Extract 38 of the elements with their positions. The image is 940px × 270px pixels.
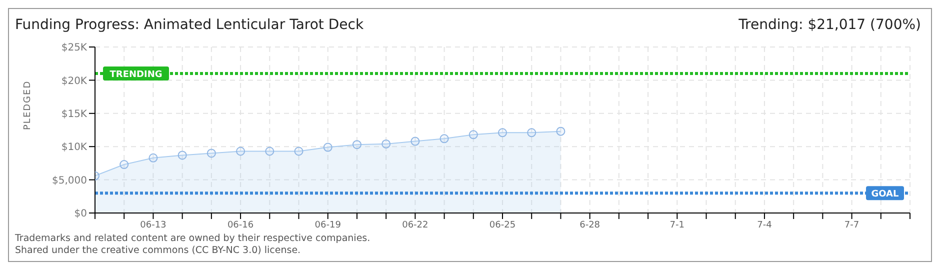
x-tick-label: 7-4 bbox=[757, 220, 772, 230]
x-tick-label: 7-7 bbox=[844, 220, 860, 230]
point bbox=[148, 153, 158, 162]
x-tick-label: 06-19 bbox=[314, 220, 342, 230]
point bbox=[440, 134, 449, 144]
point bbox=[294, 146, 304, 156]
x-tick-label: 06-16 bbox=[227, 220, 254, 230]
x-tick-label: 6-28 bbox=[580, 220, 600, 230]
point bbox=[527, 128, 536, 138]
point bbox=[352, 140, 362, 150]
y-tick-label: $0 bbox=[74, 208, 87, 220]
text: Trademarks and related content are owned by their respective companies. bbox=[15, 233, 370, 245]
x-tick-label: 7-1 bbox=[670, 220, 684, 230]
x-tick-label: 06-22 bbox=[402, 220, 428, 230]
point bbox=[410, 136, 420, 146]
y-tick-label: $5,000 bbox=[52, 175, 87, 186]
y-tick-label: $15K bbox=[61, 108, 88, 120]
point bbox=[468, 130, 478, 140]
point bbox=[236, 146, 246, 156]
point bbox=[556, 126, 566, 136]
point bbox=[323, 142, 332, 152]
ref-line-label: GOAL bbox=[871, 190, 900, 200]
y-tick-label: $10K bbox=[61, 142, 88, 154]
x-tick-label: 06-25 bbox=[489, 220, 516, 230]
y-axis-title: PLEDGED bbox=[23, 80, 34, 130]
ref-line-label: TRENDING bbox=[110, 70, 162, 80]
point bbox=[178, 150, 187, 160]
y-tick-label: $25K bbox=[61, 42, 88, 54]
text: Shared under the creative commons (CC BY-NC 3.0) license. bbox=[15, 245, 302, 257]
chart-title: Funding Progress: Animated Lenticular Tarot Deck bbox=[15, 17, 364, 33]
point bbox=[498, 128, 507, 138]
point bbox=[120, 160, 129, 170]
text: Trending: $21,017 (700%) bbox=[738, 17, 921, 33]
point bbox=[382, 139, 391, 148]
point bbox=[206, 148, 216, 158]
point bbox=[265, 146, 274, 156]
x-tick-label: 06-13 bbox=[140, 220, 166, 230]
y-tick-label: $20K bbox=[61, 76, 88, 87]
